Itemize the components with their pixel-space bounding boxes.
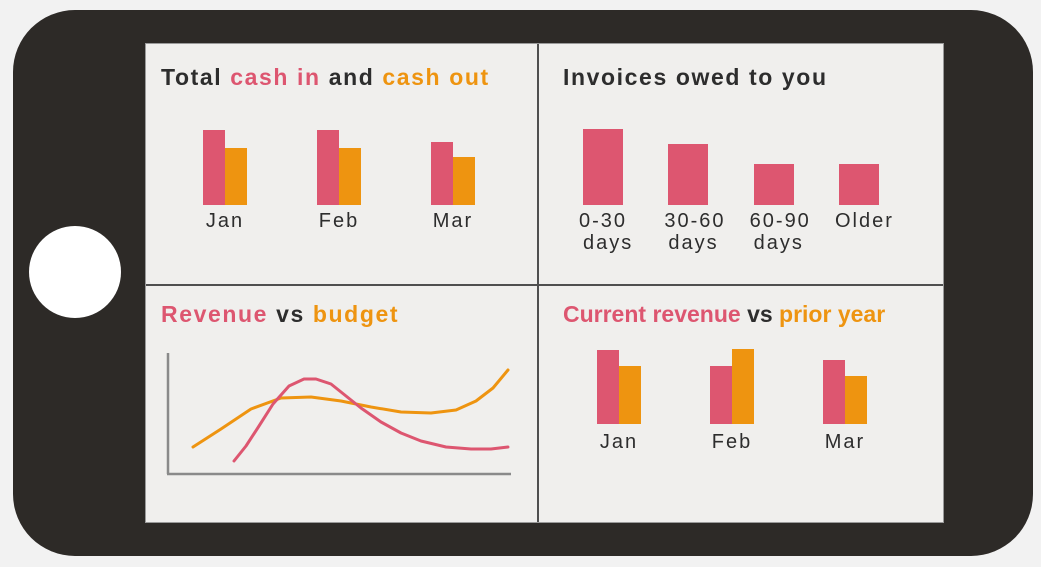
current-revenue-bar [597,350,619,424]
bar-group [431,142,475,205]
current-revenue-bar [823,360,845,424]
cash-out-bar [339,148,361,205]
bar-group [583,129,623,205]
revenue-line [232,377,510,463]
title-segment: cash in [230,64,321,90]
axis-label: Mar [824,431,866,453]
panel-revenue-vs-budget: Revenue vs budget [146,286,539,522]
cash-in-bar [431,142,453,205]
title-segment: Current revenue [563,301,748,327]
prior-year-bar [732,349,754,424]
axis-label: Older [834,210,894,232]
axis-label: 60-90 days [749,210,811,254]
cash-in-bar [203,130,225,205]
panel-title-cash-in-out: Total cash in and cash out [161,64,490,91]
title-segment: vs [276,301,305,327]
axis-label: Feb [711,431,753,453]
bar-group [597,350,641,424]
bar-group [317,130,361,205]
invoices-owed-bar [753,164,794,205]
dashboard-screen: Total cash in and cash out Jan Feb Mar Inv… [145,43,944,523]
axis-label: Mar [432,210,474,232]
title-segment: Invoices owed to you [563,64,828,90]
axis-label: Jan [599,431,639,453]
bar-group [710,349,754,424]
panel-invoices-owed: Invoices owed to you 0-30 days 30-60 days… [539,44,943,286]
title-segment: budget [304,301,400,327]
prior-year-bar [619,366,641,424]
axis-labels-current-prior: Jan Feb Mar [597,431,867,454]
bar-group [753,164,794,205]
bar-chart-current-prior [597,348,867,424]
title-segment: and [320,64,383,90]
bar-group [668,144,709,205]
invoices-owed-bar [668,144,709,205]
cash-out-bar [225,148,247,205]
bar-chart-invoices [583,129,879,205]
panel-title-invoices: Invoices owed to you [563,64,828,91]
axis-label: Jan [205,210,245,232]
cash-in-bar [317,130,339,205]
budget-line [191,368,510,449]
panel-title-revenue-budget: Revenue vs budget [161,301,399,328]
title-segment: Total [161,64,231,90]
cash-out-bar [453,157,475,205]
panel-current-vs-prior: Current revenue vs prior year Jan Feb Mar [539,286,943,522]
invoices-owed-bar [838,164,879,205]
bar-chart-cash-in-out [203,129,475,205]
home-button[interactable] [29,226,121,318]
bar-group [838,164,879,205]
invoices-owed-bar [583,129,623,205]
device-frame: Total cash in and cash out Jan Feb Mar Inv… [13,10,1033,556]
line-chart-revenue-budget [166,353,511,476]
axis-labels-cash-in-out: Jan Feb Mar [203,210,475,233]
panel-cash-in-out: Total cash in and cash out Jan Feb Mar [146,44,539,286]
title-segment: Revenue [161,301,277,327]
title-segment: cash out [382,64,490,90]
prior-year-bar [845,376,867,424]
current-revenue-bar [710,366,732,424]
axis-label: 0-30 days [579,210,634,254]
bar-group [203,130,247,205]
axis-labels-invoices: 0-30 days 30-60 days 60-90 days Older [579,210,894,254]
axis-label: 30-60 days [664,210,726,254]
panel-title-current-prior: Current revenue vs prior year [563,301,885,328]
bar-group [823,360,867,424]
title-segment: prior year [772,301,886,327]
axis-label: Feb [318,210,360,232]
title-segment: vs [747,301,773,327]
